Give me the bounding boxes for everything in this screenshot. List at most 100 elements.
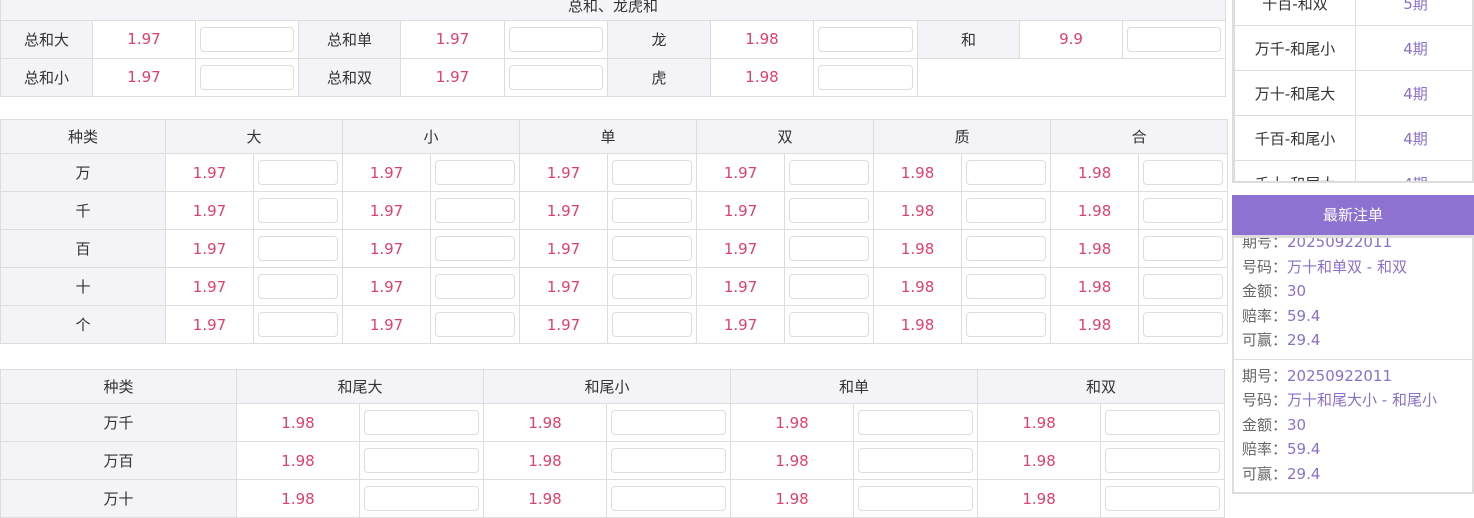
amount-input[interactable] (435, 274, 515, 299)
amount-input[interactable] (364, 410, 479, 435)
odds-value[interactable]: 1.97 (343, 268, 431, 306)
odds-value[interactable]: 1.97 (166, 154, 254, 192)
odds-value[interactable]: 1.97 (697, 306, 785, 344)
odds-value[interactable]: 1.97 (166, 192, 254, 230)
odds-value[interactable]: 1.98 (1051, 306, 1139, 344)
amount-input[interactable] (435, 312, 515, 337)
odds-value[interactable]: 1.97 (343, 230, 431, 268)
odds-value[interactable]: 1.98 (237, 442, 360, 480)
odds-value[interactable]: 1.97 (343, 154, 431, 192)
amount-input[interactable] (612, 198, 692, 223)
odds-value[interactable]: 1.98 (1051, 192, 1139, 230)
amount-input[interactable] (966, 312, 1046, 337)
odds-value[interactable]: 1.97 (520, 192, 608, 230)
bet-code: 号码：万十和尾大小 - 和尾小 (1242, 388, 1464, 413)
amount-input[interactable] (858, 448, 973, 473)
odds-value[interactable]: 1.97 (343, 306, 431, 344)
amount-input[interactable] (789, 274, 869, 299)
odds-value[interactable]: 1.98 (237, 404, 360, 442)
amount-input[interactable] (200, 65, 294, 90)
amount-input[interactable] (1105, 410, 1220, 435)
amount-input[interactable] (258, 198, 338, 223)
amount-input[interactable] (435, 160, 515, 185)
amount-input[interactable] (789, 198, 869, 223)
odds-value[interactable]: 9.9 (1020, 20, 1123, 58)
amount-input[interactable] (611, 410, 726, 435)
odds-value[interactable]: 1.98 (711, 58, 814, 96)
odds-value[interactable]: 1.98 (484, 442, 607, 480)
odds-value[interactable]: 1.97 (343, 192, 431, 230)
odds-value[interactable]: 1.97 (520, 268, 608, 306)
amount-input[interactable] (1105, 448, 1220, 473)
odds-value[interactable]: 1.98 (874, 154, 962, 192)
amount-input[interactable] (818, 65, 913, 90)
odds-value[interactable]: 1.97 (166, 230, 254, 268)
amount-input[interactable] (1143, 236, 1223, 261)
amount-input[interactable] (789, 160, 869, 185)
odds-value[interactable]: 1.97 (520, 306, 608, 344)
odds-value[interactable]: 1.98 (731, 480, 854, 518)
odds-value[interactable]: 1.97 (697, 230, 785, 268)
amount-input[interactable] (258, 274, 338, 299)
amount-input[interactable] (258, 236, 338, 261)
odds-value[interactable]: 1.98 (978, 404, 1101, 442)
odds-value[interactable]: 1.97 (93, 58, 196, 96)
odds-value[interactable]: 1.97 (520, 154, 608, 192)
amount-input[interactable] (612, 274, 692, 299)
amount-input[interactable] (858, 410, 973, 435)
odds-value[interactable]: 1.98 (484, 480, 607, 518)
amount-input[interactable] (611, 448, 726, 473)
amount-input[interactable] (818, 27, 913, 52)
odds-value[interactable]: 1.97 (697, 154, 785, 192)
odds-value[interactable]: 1.98 (731, 404, 854, 442)
amount-input[interactable] (612, 312, 692, 337)
odds-value[interactable]: 1.98 (1051, 268, 1139, 306)
amount-input[interactable] (966, 160, 1046, 185)
odds-value[interactable]: 1.98 (978, 480, 1101, 518)
amount-input[interactable] (1143, 160, 1223, 185)
amount-input[interactable] (612, 236, 692, 261)
amount-input[interactable] (258, 312, 338, 337)
odds-value[interactable]: 1.97 (166, 268, 254, 306)
odds-value[interactable]: 1.97 (697, 268, 785, 306)
odds-value[interactable]: 1.98 (237, 480, 360, 518)
amount-input[interactable] (611, 486, 726, 511)
amount-input[interactable] (200, 27, 294, 52)
amount-input[interactable] (1143, 274, 1223, 299)
odds-value[interactable]: 1.98 (1051, 154, 1139, 192)
amount-input[interactable] (966, 236, 1046, 261)
amount-input[interactable] (435, 236, 515, 261)
amount-input[interactable] (966, 274, 1046, 299)
odds-value[interactable]: 1.98 (731, 442, 854, 480)
odds-value[interactable]: 1.98 (874, 306, 962, 344)
amount-input[interactable] (1143, 312, 1223, 337)
odds-value[interactable]: 1.98 (978, 442, 1101, 480)
amount-input[interactable] (966, 198, 1046, 223)
odds-value[interactable]: 1.97 (93, 20, 196, 58)
amount-input[interactable] (509, 27, 603, 52)
odds-value[interactable]: 1.98 (484, 404, 607, 442)
odds-value[interactable]: 1.97 (697, 192, 785, 230)
amount-input[interactable] (789, 236, 869, 261)
odds-value[interactable]: 1.98 (874, 230, 962, 268)
odds-value[interactable]: 1.97 (401, 20, 505, 58)
amount-input[interactable] (364, 486, 479, 511)
amount-input[interactable] (435, 198, 515, 223)
amount-input[interactable] (858, 486, 973, 511)
amount-input[interactable] (612, 160, 692, 185)
odds-value[interactable]: 1.98 (1051, 230, 1139, 268)
odds-value[interactable]: 1.98 (874, 268, 962, 306)
amount-input[interactable] (509, 65, 603, 90)
odds-value[interactable]: 1.98 (874, 192, 962, 230)
odds-value[interactable]: 1.97 (166, 306, 254, 344)
amount-input[interactable] (789, 312, 869, 337)
amount-input[interactable] (1105, 486, 1220, 511)
amount-input[interactable] (1143, 198, 1223, 223)
odds-value[interactable]: 1.97 (401, 58, 505, 96)
odds-value[interactable]: 1.98 (711, 20, 814, 58)
amount-input[interactable] (364, 448, 479, 473)
amount-input[interactable] (258, 160, 338, 185)
odds-value[interactable]: 1.97 (520, 230, 608, 268)
amount-input[interactable] (1127, 27, 1221, 52)
